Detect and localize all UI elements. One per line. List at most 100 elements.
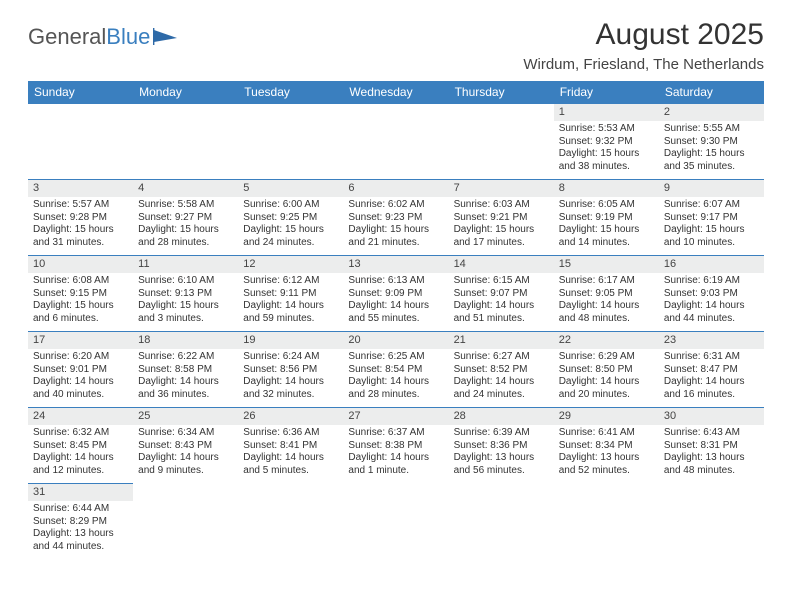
day-number: 18 (133, 332, 238, 349)
calendar-cell: 26Sunrise: 6:36 AMSunset: 8:41 PMDayligh… (238, 408, 343, 484)
daylight-text: Daylight: 14 hours and 20 minutes. (559, 376, 654, 401)
daylight-text: Daylight: 15 hours and 38 minutes. (559, 148, 654, 173)
calendar-cell: 22Sunrise: 6:29 AMSunset: 8:50 PMDayligh… (554, 332, 659, 408)
daylight-text: Daylight: 14 hours and 36 minutes. (138, 376, 233, 401)
daylight-text: Daylight: 14 hours and 48 minutes. (559, 300, 654, 325)
day-number: 28 (449, 408, 554, 425)
day-number: 16 (659, 256, 764, 273)
sunrise-text: Sunrise: 6:05 AM (559, 199, 654, 212)
day-number: 21 (449, 332, 554, 349)
sunrise-text: Sunrise: 6:29 AM (559, 351, 654, 364)
sunrise-text: Sunrise: 6:19 AM (664, 275, 759, 288)
day-number: 11 (133, 256, 238, 273)
sunset-text: Sunset: 9:27 PM (138, 212, 233, 225)
weekday-header: Wednesday (343, 81, 448, 104)
sunrise-text: Sunrise: 6:39 AM (454, 427, 549, 440)
calendar-cell (554, 484, 659, 560)
calendar-cell (343, 104, 448, 180)
sunset-text: Sunset: 8:58 PM (138, 364, 233, 377)
day-details: Sunrise: 6:29 AMSunset: 8:50 PMDaylight:… (554, 349, 659, 405)
calendar-cell: 5Sunrise: 6:00 AMSunset: 9:25 PMDaylight… (238, 180, 343, 256)
weekday-header: Saturday (659, 81, 764, 104)
sunset-text: Sunset: 8:50 PM (559, 364, 654, 377)
calendar-row: 24Sunrise: 6:32 AMSunset: 8:45 PMDayligh… (28, 408, 764, 484)
sunrise-text: Sunrise: 6:08 AM (33, 275, 128, 288)
sunset-text: Sunset: 8:29 PM (33, 516, 128, 529)
sunrise-text: Sunrise: 6:41 AM (559, 427, 654, 440)
sunrise-text: Sunrise: 6:44 AM (33, 503, 128, 516)
day-number: 17 (28, 332, 133, 349)
day-details: Sunrise: 6:32 AMSunset: 8:45 PMDaylight:… (28, 425, 133, 481)
sunrise-text: Sunrise: 6:36 AM (243, 427, 338, 440)
day-details: Sunrise: 6:24 AMSunset: 8:56 PMDaylight:… (238, 349, 343, 405)
day-number: 5 (238, 180, 343, 197)
daylight-text: Daylight: 14 hours and 16 minutes. (664, 376, 759, 401)
day-number: 26 (238, 408, 343, 425)
sunset-text: Sunset: 8:56 PM (243, 364, 338, 377)
calendar-cell: 23Sunrise: 6:31 AMSunset: 8:47 PMDayligh… (659, 332, 764, 408)
calendar-cell: 6Sunrise: 6:02 AMSunset: 9:23 PMDaylight… (343, 180, 448, 256)
sunrise-text: Sunrise: 6:10 AM (138, 275, 233, 288)
daylight-text: Daylight: 14 hours and 59 minutes. (243, 300, 338, 325)
day-details: Sunrise: 6:37 AMSunset: 8:38 PMDaylight:… (343, 425, 448, 481)
calendar-cell: 21Sunrise: 6:27 AMSunset: 8:52 PMDayligh… (449, 332, 554, 408)
calendar-cell: 17Sunrise: 6:20 AMSunset: 9:01 PMDayligh… (28, 332, 133, 408)
day-details: Sunrise: 6:22 AMSunset: 8:58 PMDaylight:… (133, 349, 238, 405)
calendar-cell: 16Sunrise: 6:19 AMSunset: 9:03 PMDayligh… (659, 256, 764, 332)
day-details: Sunrise: 6:15 AMSunset: 9:07 PMDaylight:… (449, 273, 554, 329)
sunrise-text: Sunrise: 6:31 AM (664, 351, 759, 364)
day-details: Sunrise: 6:36 AMSunset: 8:41 PMDaylight:… (238, 425, 343, 481)
day-number: 7 (449, 180, 554, 197)
calendar-cell: 13Sunrise: 6:13 AMSunset: 9:09 PMDayligh… (343, 256, 448, 332)
day-details: Sunrise: 6:03 AMSunset: 9:21 PMDaylight:… (449, 197, 554, 253)
sunrise-text: Sunrise: 6:07 AM (664, 199, 759, 212)
day-details: Sunrise: 6:02 AMSunset: 9:23 PMDaylight:… (343, 197, 448, 253)
day-number: 10 (28, 256, 133, 273)
logo-text-2: Blue (106, 24, 150, 50)
sunset-text: Sunset: 9:30 PM (664, 136, 759, 149)
day-details: Sunrise: 6:17 AMSunset: 9:05 PMDaylight:… (554, 273, 659, 329)
day-number: 25 (133, 408, 238, 425)
month-title: August 2025 (523, 18, 764, 52)
day-details: Sunrise: 6:07 AMSunset: 9:17 PMDaylight:… (659, 197, 764, 253)
calendar-cell: 14Sunrise: 6:15 AMSunset: 9:07 PMDayligh… (449, 256, 554, 332)
day-number: 13 (343, 256, 448, 273)
day-details: Sunrise: 6:44 AMSunset: 8:29 PMDaylight:… (28, 501, 133, 557)
calendar-cell: 8Sunrise: 6:05 AMSunset: 9:19 PMDaylight… (554, 180, 659, 256)
calendar-cell (343, 484, 448, 560)
location: Wirdum, Friesland, The Netherlands (523, 56, 764, 73)
calendar-cell: 3Sunrise: 5:57 AMSunset: 9:28 PMDaylight… (28, 180, 133, 256)
daylight-text: Daylight: 14 hours and 44 minutes. (664, 300, 759, 325)
day-details: Sunrise: 5:57 AMSunset: 9:28 PMDaylight:… (28, 197, 133, 253)
daylight-text: Daylight: 14 hours and 51 minutes. (454, 300, 549, 325)
daylight-text: Daylight: 15 hours and 17 minutes. (454, 224, 549, 249)
sunrise-text: Sunrise: 5:57 AM (33, 199, 128, 212)
calendar-row: 17Sunrise: 6:20 AMSunset: 9:01 PMDayligh… (28, 332, 764, 408)
day-details: Sunrise: 6:39 AMSunset: 8:36 PMDaylight:… (449, 425, 554, 481)
calendar-cell: 19Sunrise: 6:24 AMSunset: 8:56 PMDayligh… (238, 332, 343, 408)
calendar-cell: 7Sunrise: 6:03 AMSunset: 9:21 PMDaylight… (449, 180, 554, 256)
sunrise-text: Sunrise: 6:22 AM (138, 351, 233, 364)
daylight-text: Daylight: 14 hours and 5 minutes. (243, 452, 338, 477)
sunset-text: Sunset: 8:34 PM (559, 440, 654, 453)
day-number: 24 (28, 408, 133, 425)
day-number: 29 (554, 408, 659, 425)
day-details: Sunrise: 6:34 AMSunset: 8:43 PMDaylight:… (133, 425, 238, 481)
sunset-text: Sunset: 9:23 PM (348, 212, 443, 225)
calendar-cell (133, 104, 238, 180)
header: GeneralBlue August 2025 Wirdum, Frieslan… (28, 18, 764, 73)
sunset-text: Sunset: 8:52 PM (454, 364, 549, 377)
sunset-text: Sunset: 8:38 PM (348, 440, 443, 453)
sunrise-text: Sunrise: 6:34 AM (138, 427, 233, 440)
daylight-text: Daylight: 14 hours and 1 minute. (348, 452, 443, 477)
calendar-row: 3Sunrise: 5:57 AMSunset: 9:28 PMDaylight… (28, 180, 764, 256)
calendar-cell (238, 484, 343, 560)
weekday-header: Tuesday (238, 81, 343, 104)
sunrise-text: Sunrise: 6:20 AM (33, 351, 128, 364)
day-details: Sunrise: 6:27 AMSunset: 8:52 PMDaylight:… (449, 349, 554, 405)
daylight-text: Daylight: 14 hours and 12 minutes. (33, 452, 128, 477)
day-number: 19 (238, 332, 343, 349)
day-details: Sunrise: 6:08 AMSunset: 9:15 PMDaylight:… (28, 273, 133, 329)
day-details: Sunrise: 6:31 AMSunset: 8:47 PMDaylight:… (659, 349, 764, 405)
calendar-cell: 18Sunrise: 6:22 AMSunset: 8:58 PMDayligh… (133, 332, 238, 408)
